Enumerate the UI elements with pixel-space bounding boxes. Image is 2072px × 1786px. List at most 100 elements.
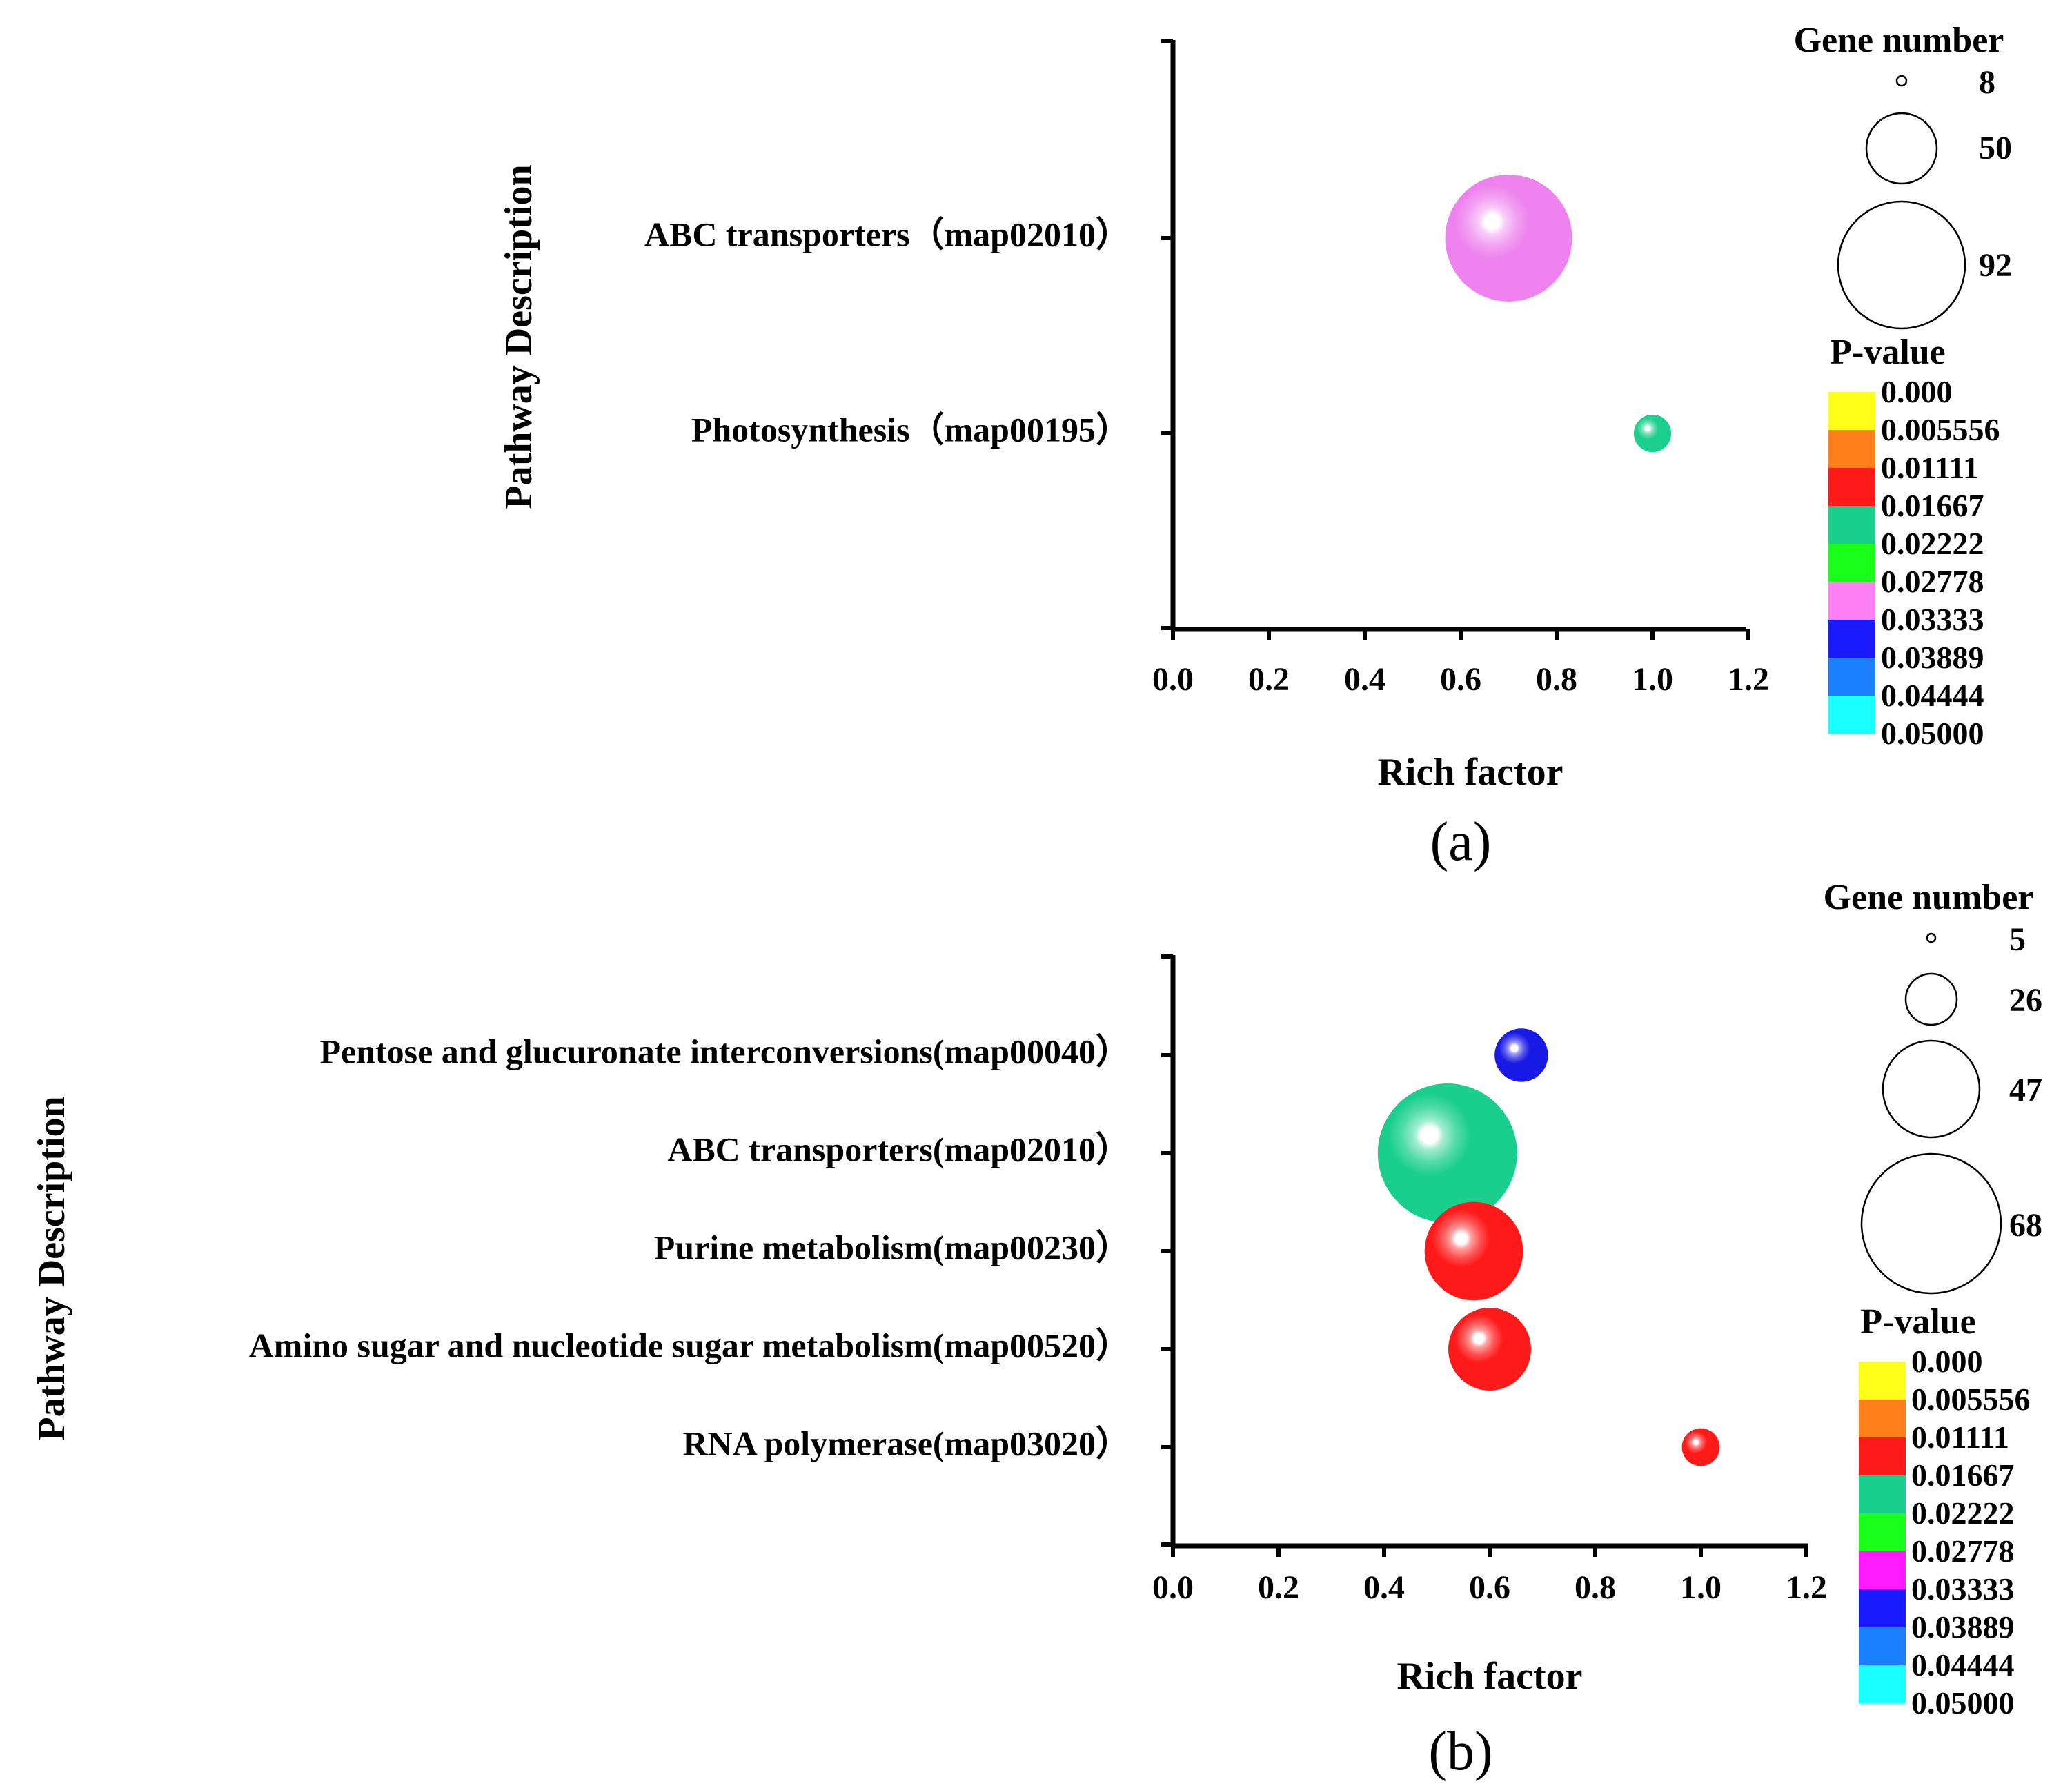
bubble <box>1633 414 1672 453</box>
panel-a-color-legend-label: 0.02222 <box>1881 526 1984 561</box>
panel-b-size-legend-label: 68 <box>2009 1207 2042 1244</box>
panel-a-y-tick-marks <box>1161 236 1173 435</box>
panel-b-y-axis-title: Pathway Description <box>30 1096 73 1440</box>
panel-b-size-legend-title: Gene number <box>1824 878 2034 917</box>
panel-b-x-tick-label: 0.8 <box>1575 1569 1616 1606</box>
color-bar-cell <box>1828 430 1875 469</box>
panel-b-color-legend-label: 0.000 <box>1911 1344 1983 1379</box>
color-bar-cell <box>1859 1665 1906 1704</box>
panel-a-x-tick-label: 0.0 <box>1152 661 1194 698</box>
panel-b-x-tick-labels: 0.0 0.2 0.4 0.6 0.8 1.0 1.2 <box>1152 1569 1827 1606</box>
panel-a-color-legend: P-value 0.000 0.005556 0.01111 0.01667 0… <box>1828 333 2000 751</box>
color-bar-cell <box>1828 620 1875 658</box>
panel-a-size-legend-circle <box>1837 200 1966 330</box>
panel-b-color-legend: P-value 0.000 0.005556 0.01111 0.01667 0… <box>1859 1302 2031 1720</box>
panel-b-color-legend-label: 0.01667 <box>1911 1458 2015 1493</box>
bubble <box>1494 1028 1548 1082</box>
panel-a-color-legend-label: 0.01667 <box>1881 488 1984 523</box>
panel-a-y-axis-title: Pathway Description <box>497 164 540 509</box>
panel-b-size-legend-label: 47 <box>2009 1072 2042 1108</box>
panel-a-color-legend-label: 0.000 <box>1881 374 1953 409</box>
panel-b-category-label: ABC transporters(map02010） <box>667 1130 1130 1168</box>
color-bar-cell <box>1859 1475 1906 1514</box>
panel-a: ABC transporters（map02010） Photosynthesi… <box>497 21 2012 872</box>
panel-b-bubbles <box>1377 1028 1720 1466</box>
bubble <box>1424 1201 1523 1301</box>
panel-b: Pentose and glucuronate interconversions… <box>30 878 2042 1782</box>
panel-a-size-legend-label: 92 <box>1979 247 2012 284</box>
panel-b-size-legend-circle <box>1882 1039 1981 1139</box>
color-bar-cell <box>1859 1589 1906 1628</box>
panel-a-label: (a) <box>1430 812 1492 872</box>
panel-a-category-label: ABC transporters（map02010） <box>644 215 1130 253</box>
panel-b-plot-area <box>1161 954 1808 1557</box>
bubble <box>1445 175 1572 302</box>
panel-a-color-legend-labels: 0.000 0.005556 0.01111 0.01667 0.02222 0… <box>1881 374 2000 751</box>
panel-a-x-tick-label: 0.8 <box>1536 661 1577 698</box>
panel-a-color-bar <box>1828 392 1875 734</box>
panel-a-size-legend-circle <box>1895 75 1908 87</box>
panel-a-category-label: Photosynthesis（map00195） <box>691 410 1130 449</box>
panel-b-category-label: Amino sugar and nucleotide sugar metabol… <box>249 1326 1130 1364</box>
panel-a-x-tick-label: 0.4 <box>1344 661 1385 698</box>
panel-a-color-legend-label: 0.03889 <box>1881 640 1984 675</box>
panel-a-x-tick-label: 0.6 <box>1440 661 1481 698</box>
panel-b-color-legend-label: 0.03889 <box>1911 1609 2015 1645</box>
panel-a-color-legend-label: 0.005556 <box>1881 412 2000 447</box>
color-bar-cell <box>1859 1437 1906 1476</box>
bubble <box>1681 1428 1720 1466</box>
panel-a-x-tick-label: 1.0 <box>1632 661 1673 698</box>
panel-a-x-tick-labels: 0.0 0.2 0.4 0.6 0.8 1.0 1.2 <box>1152 661 1769 698</box>
panel-b-color-legend-label: 0.03333 <box>1911 1571 2015 1607</box>
panel-b-x-tick-label: 1.2 <box>1786 1569 1827 1606</box>
panel-a-size-legend: Gene number 8 50 92 <box>1794 21 2012 330</box>
color-bar-cell <box>1859 1627 1906 1666</box>
color-bar-cell <box>1859 1551 1906 1590</box>
panel-a-size-legend-label: 8 <box>1979 64 1995 101</box>
panel-b-x-tick-label: 0.6 <box>1469 1569 1510 1606</box>
color-bar-cell <box>1859 1362 1906 1400</box>
panel-a-x-axis-title: Rich factor <box>1377 751 1563 794</box>
panel-b-y-tick-marks <box>1161 1053 1173 1449</box>
panel-b-label: (b) <box>1428 1721 1492 1782</box>
panel-b-color-legend-label: 0.02222 <box>1911 1495 2015 1531</box>
color-bar-cell <box>1828 544 1875 582</box>
panel-b-size-legend: Gene number 5 26 47 68 <box>1824 878 2042 1295</box>
panel-b-x-axis-title: Rich factor <box>1397 1655 1582 1698</box>
panel-b-size-legend-label: 26 <box>2009 982 2042 1019</box>
panel-a-color-legend-label: 0.01111 <box>1881 450 1979 485</box>
color-bar-cell <box>1828 506 1875 544</box>
panel-b-size-legend-circle <box>1926 932 1937 943</box>
panel-a-x-tick-label: 1.2 <box>1728 661 1769 698</box>
panel-a-size-legend-label: 50 <box>1979 130 2012 166</box>
color-bar-cell <box>1828 392 1875 431</box>
panel-b-color-legend-labels: 0.000 0.005556 0.01111 0.01667 0.02222 0… <box>1911 1344 2031 1720</box>
panel-a-color-legend-label: 0.05000 <box>1881 716 1984 751</box>
bubble <box>1448 1307 1532 1391</box>
panel-b-x-tick-label: 1.0 <box>1680 1569 1721 1606</box>
panel-b-color-legend-title: P-value <box>1860 1302 1976 1342</box>
panel-b-color-legend-label: 0.02778 <box>1911 1533 2015 1569</box>
panel-a-x-tick-marks <box>1171 629 1750 640</box>
panel-a-color-legend-label: 0.03333 <box>1881 602 1984 637</box>
panel-a-color-legend-label: 0.04444 <box>1881 678 1984 713</box>
panel-b-category-label: Purine metabolism(map00230） <box>654 1228 1130 1266</box>
panel-b-size-legend-label: 5 <box>2009 921 2026 958</box>
bubble <box>1377 1083 1517 1223</box>
color-bar-cell <box>1828 696 1875 734</box>
color-bar-cell <box>1828 582 1875 620</box>
panel-b-size-legend-circle <box>1860 1152 2002 1295</box>
panel-b-x-tick-label: 0.2 <box>1258 1569 1299 1606</box>
color-bar-cell <box>1859 1513 1906 1552</box>
panel-b-x-tick-marks <box>1171 1546 1808 1557</box>
panel-a-x-tick-label: 0.2 <box>1248 661 1290 698</box>
panel-a-bubbles <box>1445 175 1672 453</box>
panel-a-color-legend-label: 0.02778 <box>1881 564 1984 599</box>
color-bar-cell <box>1828 658 1875 696</box>
panel-b-size-legend-circle <box>1904 972 1958 1026</box>
panel-a-color-legend-title: P-value <box>1830 333 1946 372</box>
panel-a-plot-area <box>1161 39 1750 640</box>
panel-b-x-tick-label: 0.0 <box>1152 1569 1194 1606</box>
color-bar-cell <box>1828 468 1875 507</box>
